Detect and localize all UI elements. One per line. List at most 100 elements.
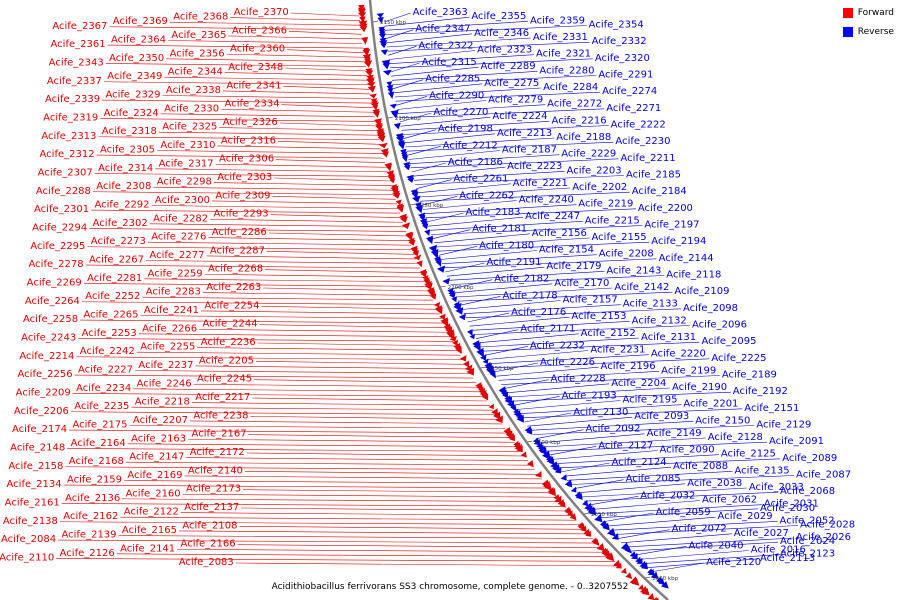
- forward-gene-feature: [370, 102, 379, 109]
- gene-label-forward: Acife_2253: [82, 328, 137, 339]
- reverse-gene-feature: [566, 481, 573, 488]
- connector-line: [573, 479, 624, 489]
- gene-label-forward: Acife_2288: [36, 186, 91, 197]
- scale-label: 2150 kbp: [488, 366, 514, 372]
- gene-label-reverse: Acife_2090: [660, 445, 715, 456]
- connector-line: [92, 191, 395, 196]
- connector-line: [149, 223, 405, 228]
- reverse-gene-feature: [427, 237, 434, 245]
- forward-gene-feature: [527, 460, 534, 468]
- forward-gene-feature: [655, 597, 659, 600]
- connector-line: [455, 287, 613, 298]
- connector-line: [197, 347, 459, 351]
- connector-line: [395, 91, 601, 102]
- connector-line: [243, 489, 553, 493]
- reverse-gene-feature: [435, 259, 442, 267]
- connector-line: [598, 508, 759, 519]
- gene-label-reverse: Acife_2030: [760, 503, 815, 514]
- gene-label-reverse: Acife_2221: [513, 178, 568, 189]
- connector-line: [107, 44, 364, 49]
- connector-line: [272, 196, 396, 200]
- gene-label-forward: Acife_2234: [76, 383, 131, 394]
- gene-label-reverse: Acife_2135: [735, 465, 790, 476]
- connector-line: [248, 434, 512, 438]
- connector-line: [513, 396, 560, 406]
- forward-gene-feature: [466, 367, 475, 376]
- gene-label-forward: Acife_2110: [0, 552, 54, 563]
- gene-label-reverse: Acife_2272: [547, 99, 602, 110]
- connector-line: [544, 441, 767, 452]
- reverse-gene-feature: [504, 396, 512, 405]
- connector-line: [447, 266, 545, 277]
- forward-gene-feature: [520, 451, 527, 458]
- forward-gene-feature: [357, 12, 367, 18]
- gene-label-forward: Acife_2269: [27, 277, 82, 288]
- gene-label-reverse: Acife_2354: [589, 20, 644, 31]
- connector-line: [219, 127, 378, 131]
- connector-line: [221, 108, 374, 113]
- forward-gene-feature: [408, 239, 416, 246]
- forward-gene-feature: [396, 204, 404, 213]
- reverse-gene-feature: [424, 229, 431, 236]
- forward-gene-feature: [385, 164, 392, 172]
- reverse-gene-feature: [378, 33, 386, 40]
- gene-label-forward: Acife_2325: [162, 122, 217, 133]
- forward-gene-feature: [361, 37, 369, 45]
- gene-label-reverse: Acife_2132: [632, 315, 687, 326]
- gene-label-reverse: Acife_2033: [749, 482, 804, 493]
- forward-gene-feature: [554, 495, 562, 503]
- connector-line: [69, 429, 509, 434]
- gene-label-forward: Acife_2337: [47, 76, 102, 87]
- gene-label-reverse: Acife_2212: [443, 140, 498, 151]
- gene-label-reverse: Acife_2144: [659, 253, 714, 264]
- gene-label-reverse: Acife_2062: [702, 495, 757, 506]
- gene-label-reverse: Acife_2216: [552, 115, 607, 126]
- gene-label-reverse: Acife_2203: [567, 165, 622, 176]
- gene-label-forward: Acife_2126: [60, 548, 115, 559]
- gene-label-forward: Acife_2207: [133, 415, 188, 426]
- gene-label-reverse: Acife_2191: [486, 257, 541, 268]
- gene-labels: Acife_2370 Acife_2368 Acife_2369 Acife_2367…: [0, 7, 855, 568]
- reverse-gene-feature: [647, 568, 655, 576]
- forward-gene-feature: [365, 70, 374, 77]
- gene-label-forward: Acife_2348: [228, 62, 283, 73]
- connector-line: [469, 316, 570, 327]
- gene-label-forward: Acife_2294: [32, 222, 87, 233]
- connector-line: [475, 329, 519, 339]
- gene-label-forward: Acife_2174: [12, 424, 67, 435]
- gene-label-reverse: Acife_2189: [722, 370, 777, 381]
- connector-line: [206, 255, 417, 260]
- connector-line: [129, 425, 506, 429]
- connector-line: [135, 370, 471, 374]
- gene-label-reverse: Acife_2223: [507, 161, 562, 172]
- connector-line: [230, 17, 360, 21]
- connector-line: [440, 250, 537, 260]
- reverse-gene-feature: [661, 581, 669, 589]
- gene-label-reverse: Acife_2204: [611, 378, 666, 389]
- gene-label-reverse: Acife_2208: [599, 249, 654, 260]
- gene-label-forward: Acife_2306: [219, 154, 274, 165]
- forward-gene-feature: [359, 26, 368, 33]
- connector-line: [169, 21, 361, 26]
- gene-label-forward: Acife_2168: [69, 456, 124, 467]
- gene-label-reverse: Acife_2315: [422, 57, 477, 68]
- gene-label-reverse: Acife_2285: [425, 74, 480, 85]
- gene-label-reverse: Acife_2355: [471, 11, 526, 22]
- connector-line: [547, 446, 597, 456]
- connector-line: [594, 504, 762, 514]
- connector-line: [533, 425, 755, 435]
- forward-gene-feature: [535, 471, 542, 478]
- gene-label-forward: Acife_2243: [21, 332, 76, 343]
- forward-gene-feature: [459, 355, 467, 362]
- connector-line: [401, 121, 550, 131]
- gene-label-reverse: Acife_2095: [701, 336, 756, 347]
- connector-line: [246, 452, 525, 457]
- gene-label-forward: Acife_2277: [149, 250, 204, 261]
- connector-line: [202, 292, 432, 296]
- connector-line: [244, 471, 539, 475]
- connector-line: [140, 315, 442, 319]
- scale-label: 2250 kbp: [417, 203, 443, 209]
- connector-line: [210, 218, 403, 223]
- gene-label-reverse: Acife_2196: [601, 361, 656, 372]
- reverse-gene-feature: [467, 329, 473, 337]
